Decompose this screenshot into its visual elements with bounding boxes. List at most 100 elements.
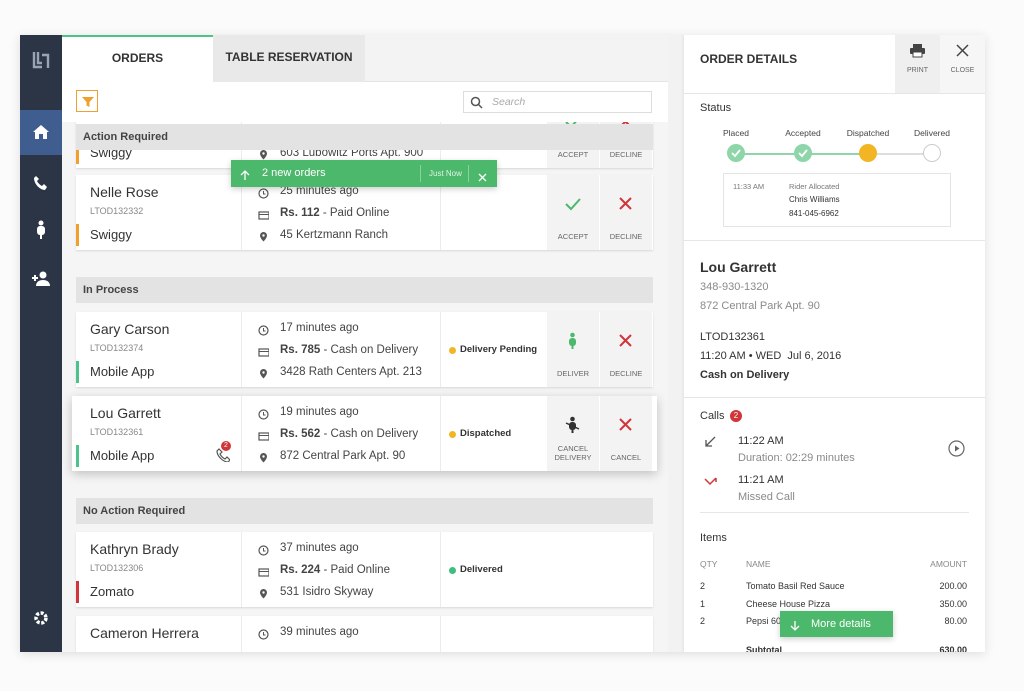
divider [440,616,441,652]
action-button[interactable]: CANCEL DELIVERY [547,396,599,471]
nav-calls[interactable] [33,175,49,191]
order-row[interactable]: Nelle Rose LTOD132332 Swiggy 25 minutes ago… [76,175,653,250]
logo [32,52,50,69]
action-icon [564,195,581,212]
sidebar [20,35,62,652]
step-label: Accepted [785,128,821,138]
order-status: Dispatched [460,428,512,439]
close-button[interactable]: CLOSE [940,35,985,93]
arrow-down-icon [790,618,800,631]
step-dot [794,144,812,162]
payment-method: - Paid Online [322,207,390,219]
order-details-panel: ORDER DETAILS PRINT CLOSE Status Placed Accep… [684,35,985,652]
order-time: 37 minutes ago [280,542,359,554]
step-label: Placed [723,128,749,138]
order-row[interactable]: Gary Carson LTOD132374 Mobile App 17 minute… [76,312,653,387]
close-label: CLOSE [950,67,975,74]
address: 45 Kertzmann Ranch [280,229,389,241]
search-icon [470,96,483,109]
detail-payment: Cash on Delivery [700,369,790,381]
divider [468,165,469,182]
order-status: Delivered [460,564,503,575]
address: 872 Central Park Apt. 90 [280,450,406,462]
address: 531 Isidro Skyway [280,586,374,598]
item-cell: Tomato Basil Red Sauce [746,581,845,591]
section-header: In Process [76,277,653,303]
payment-method: - Cash on Delivery [323,428,419,440]
print-button[interactable]: PRINT [895,35,940,93]
nav-add-user[interactable] [31,271,51,287]
nav-riders[interactable] [33,220,49,240]
progress-line [868,153,932,155]
action-label: CANCEL DELIVERY [554,444,592,462]
divider [700,512,969,513]
section-header: Action Required [76,124,653,150]
customer-address: 872 Central Park Apt. 90 [700,300,820,312]
tab-orders[interactable]: ORDERS [62,35,213,82]
filter-button[interactable] [76,90,98,112]
pin-icon [258,586,269,599]
order-id: LTOD132361 [90,427,144,437]
details-title: ORDER DETAILS [700,52,798,66]
order-time: 39 minutes ago [280,626,359,638]
nav-settings[interactable] [32,609,50,627]
print-icon [909,43,926,58]
step-label: Delivered [914,128,950,138]
order-id: LTOD132332 [90,206,144,216]
action-button[interactable]: DECLINE [600,175,652,250]
search-box[interactable]: Search [463,91,652,113]
clock-icon [258,186,269,199]
call-badge: 2 [221,441,231,451]
customer-phone: 348-930-1320 [700,281,769,293]
nav-home[interactable] [20,110,62,155]
note-event: Rider Allocated [789,182,840,191]
action-label: ACCEPT [557,232,589,241]
clock-icon [258,543,269,556]
order-row[interactable]: Cameron Herrera 39 minutes ago [76,616,653,652]
amount: Rs. 562 [280,428,321,440]
action-button[interactable]: DELIVER [547,312,599,387]
item-cell: Pepsi 600ml [746,616,796,626]
order-row[interactable]: Kathryn Brady LTOD132306 Zomato 37 minutes … [76,532,653,607]
item-cell: 1 [700,598,706,609]
divider [684,93,985,94]
action-label: DECLINE [609,369,643,378]
more-details-button[interactable]: More details [780,611,893,637]
payment-icon [258,565,270,577]
customer-name: Nelle Rose [90,184,159,200]
note-time: 11:33 AM [733,182,765,191]
step-dot [859,144,877,162]
tab-table-reservation[interactable]: TABLE RESERVATION [213,35,365,82]
amount: Rs. 224 [280,564,321,576]
action-button[interactable]: CANCEL [600,396,652,471]
payment-method: - Paid Online [323,564,390,576]
step-dot [923,144,941,162]
toast-close[interactable] [478,169,487,182]
new-orders-toast[interactable]: 2 new orders Just Now [231,160,497,187]
payment: Rs. 562 - Cash on Delivery [280,428,418,440]
order-source: Zomato [90,584,135,599]
action-label: DECLINE [609,232,643,241]
pin-icon [258,366,269,379]
items-col-header: NAME [746,559,771,569]
order-row[interactable]: Lou Garrett LTOD132361 Mobile App 2 19 minut… [72,396,657,471]
status-note: 11:33 AM Rider Allocated Chris Williams 841… [723,173,951,227]
amount: Rs. 112 [280,207,320,219]
order-status: Delivery Pending [460,344,538,355]
address: 603 Lubowitz Ports Apt. 900 [280,147,424,159]
divider [684,240,985,241]
action-button[interactable]: ACCEPT [547,175,599,250]
item-cell: Cheese House Pizza [746,598,831,609]
calls-heading: Calls [700,410,725,422]
app: Swiggy 603 Lubowitz Ports Apt. 900 ACCEPT D… [20,35,985,652]
detail-datetime: 11:20 AM • WED Jul 6, 2016 [700,350,842,362]
action-label: CANCEL [610,453,642,462]
customer-name: Cameron Herrera [90,625,199,641]
source-accent [76,142,79,164]
order-id: LTOD132306 [90,563,144,573]
items-heading: Items [700,532,727,544]
source-accent [76,581,79,603]
section-header: No Action Required [76,498,653,524]
play-recording[interactable] [948,440,965,457]
action-button[interactable]: DECLINE [600,312,652,387]
